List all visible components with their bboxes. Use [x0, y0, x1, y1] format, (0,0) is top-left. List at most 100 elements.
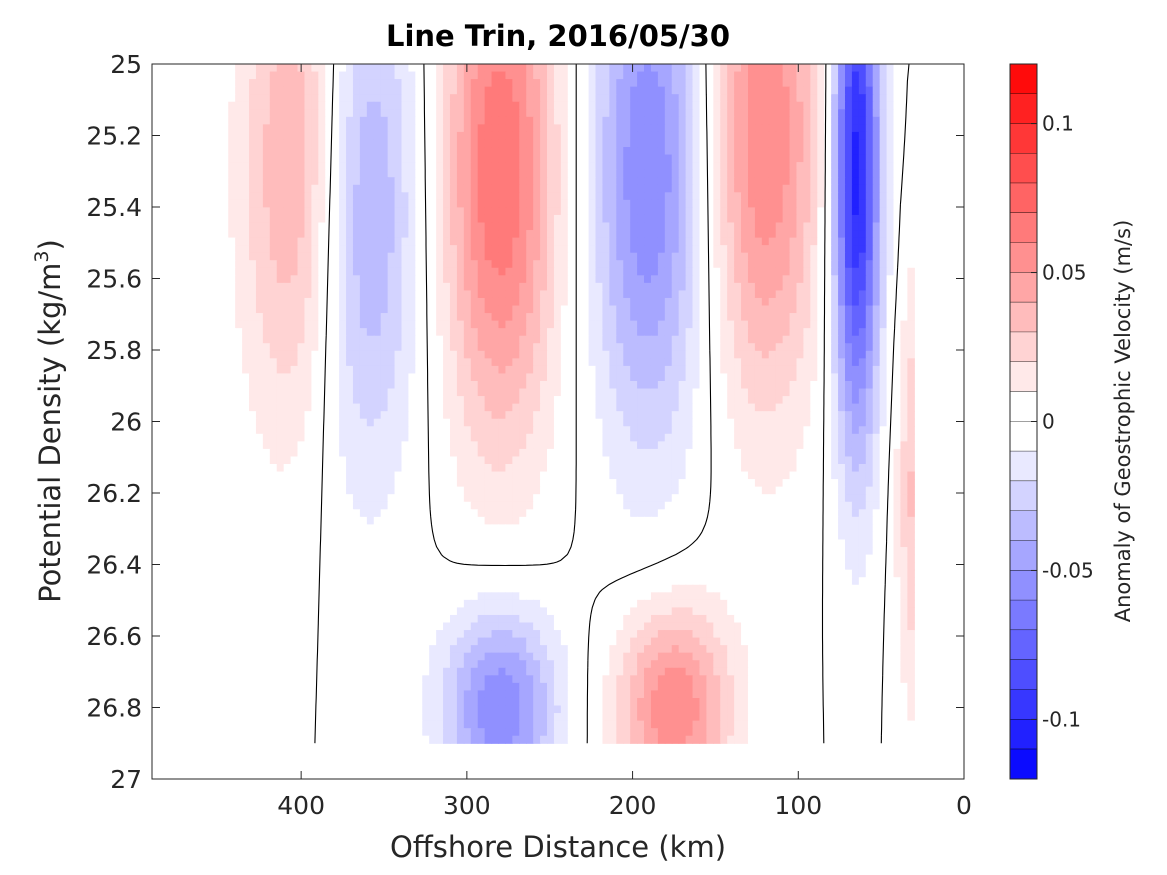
- contour-cell: [242, 290, 250, 299]
- contour-cell: [456, 245, 465, 254]
- contour-cell: [200, 109, 209, 118]
- contour-cell: [560, 305, 569, 314]
- contour-cell: [664, 260, 673, 269]
- contour-cell: [533, 199, 541, 208]
- contour-cell: [727, 320, 735, 329]
- contour-cell: [851, 177, 860, 186]
- contour-cell: [747, 335, 756, 344]
- contour-cell: [872, 79, 881, 88]
- contour-cell: [858, 365, 867, 375]
- contour-cell: [567, 335, 576, 344]
- contour-cell: [664, 313, 673, 322]
- contour-cell: [768, 358, 777, 367]
- contour-cell: [657, 131, 666, 141]
- contour-cell: [290, 162, 299, 171]
- contour-cell: [519, 282, 527, 292]
- contour-cell: [297, 192, 306, 201]
- contour-cell: [519, 388, 527, 397]
- contour-cell: [858, 101, 867, 110]
- contour-cell: [623, 184, 631, 193]
- contour-cell: [249, 222, 257, 231]
- contour-cell: [595, 350, 604, 359]
- contour-cell: [276, 207, 285, 216]
- contour-cell: [325, 124, 333, 133]
- contour-cell: [484, 267, 493, 276]
- contour-cell: [574, 71, 583, 80]
- contour-cell: [352, 230, 361, 239]
- contour-cell: [893, 86, 902, 95]
- contour-cell: [394, 184, 403, 193]
- contour-cell: [255, 305, 264, 314]
- contour-cell: [685, 305, 694, 314]
- contour-cell: [193, 199, 202, 208]
- contour-cell: [165, 380, 174, 390]
- contour-cell: [235, 79, 243, 88]
- contour-cell: [276, 71, 285, 80]
- contour-cell: [872, 396, 881, 405]
- contour-cell: [255, 214, 264, 224]
- contour-cell: [775, 328, 784, 337]
- contour-cell: [775, 79, 784, 88]
- contour-cell: [893, 373, 902, 382]
- contour-cell: [373, 260, 382, 269]
- contour-cell: [540, 199, 548, 208]
- contour-cell: [276, 275, 285, 284]
- contour-cell: [526, 214, 534, 224]
- contour-cell: [172, 131, 181, 141]
- contour-cell: [824, 162, 832, 171]
- contour-cell: [817, 373, 825, 382]
- contour-cell: [761, 79, 770, 88]
- contour-cell: [283, 222, 292, 231]
- contour-cell: [373, 297, 382, 307]
- contour-cell: [463, 343, 472, 352]
- contour-cell: [768, 350, 777, 359]
- contour-cell: [671, 177, 680, 186]
- contour-cell: [865, 343, 874, 352]
- contour-cell: [741, 396, 749, 405]
- contour-cell: [470, 64, 479, 73]
- contour-cell: [560, 350, 569, 359]
- contour-cell: [221, 252, 229, 261]
- contour-cell: [477, 207, 486, 216]
- contour-cell: [477, 109, 486, 118]
- contour-cell: [581, 64, 590, 73]
- contour-cell: [588, 358, 597, 367]
- contour-cell: [290, 237, 299, 246]
- contour-cell: [512, 252, 520, 261]
- contour-cell: [228, 154, 236, 163]
- contour-cell: [865, 71, 874, 80]
- contour-cell: [567, 147, 576, 156]
- contour-cell: [269, 335, 278, 344]
- contour-cell: [228, 139, 236, 148]
- contour-cell: [824, 177, 832, 186]
- contour-cell: [491, 154, 500, 163]
- contour-cell: [179, 260, 188, 269]
- contour-cell: [720, 365, 728, 375]
- contour-cell: [366, 275, 375, 284]
- contour-cell: [900, 313, 908, 322]
- contour-cell: [754, 124, 763, 133]
- contour-cell: [533, 230, 541, 239]
- contour-cell: [692, 260, 701, 269]
- contour-cell: [339, 403, 347, 412]
- contour-cell: [408, 169, 416, 178]
- contour-cell: [838, 260, 846, 269]
- contour-cell: [242, 328, 250, 337]
- contour-cell: [228, 177, 236, 186]
- contour-cell: [858, 207, 867, 216]
- contour-cell: [332, 252, 340, 261]
- contour-cell: [366, 373, 375, 382]
- contour-cell: [713, 214, 721, 224]
- contour-cell: [346, 124, 354, 133]
- contour-cell: [671, 222, 680, 231]
- contour-cell: [630, 373, 638, 382]
- contour-cell: [623, 199, 631, 208]
- contour-cell: [193, 222, 202, 231]
- contour-cell: [304, 260, 312, 269]
- contour-cell: [415, 71, 423, 80]
- contour-cell: [692, 245, 701, 254]
- contour-cell: [630, 214, 638, 224]
- contour-cell: [900, 305, 908, 314]
- contour-cell: [581, 199, 590, 208]
- contour-cell: [588, 305, 597, 314]
